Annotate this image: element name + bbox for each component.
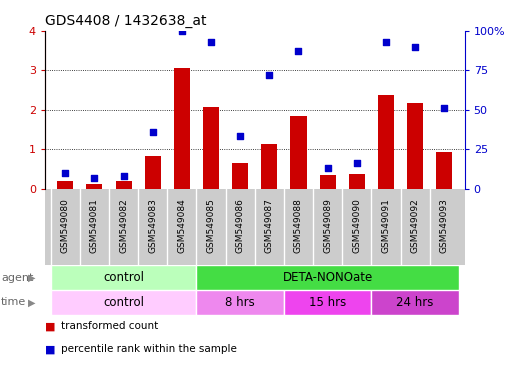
Text: ▶: ▶ bbox=[28, 273, 35, 283]
Text: control: control bbox=[103, 296, 144, 309]
Bar bbox=[51, 265, 196, 290]
Text: percentile rank within the sample: percentile rank within the sample bbox=[61, 344, 237, 354]
Bar bbox=[203, 107, 219, 189]
Point bbox=[236, 133, 244, 139]
Text: GSM549093: GSM549093 bbox=[440, 198, 449, 253]
Bar bbox=[51, 290, 196, 315]
Bar bbox=[261, 144, 277, 189]
Point bbox=[207, 39, 215, 45]
Bar bbox=[196, 265, 459, 290]
Point bbox=[440, 105, 448, 111]
Text: GSM549083: GSM549083 bbox=[148, 198, 157, 253]
Text: GSM549081: GSM549081 bbox=[90, 198, 99, 253]
Bar bbox=[284, 290, 371, 315]
Text: GSM549087: GSM549087 bbox=[265, 198, 274, 253]
Text: ■: ■ bbox=[45, 344, 55, 354]
Bar bbox=[436, 152, 452, 189]
Text: agent: agent bbox=[1, 273, 33, 283]
Text: GSM549082: GSM549082 bbox=[119, 198, 128, 253]
Text: GSM549085: GSM549085 bbox=[206, 198, 215, 253]
Text: ▶: ▶ bbox=[28, 298, 35, 308]
Text: time: time bbox=[1, 298, 26, 308]
Bar bbox=[196, 290, 284, 315]
Text: GSM549086: GSM549086 bbox=[235, 198, 244, 253]
Bar bbox=[116, 182, 131, 189]
Bar bbox=[232, 163, 248, 189]
Point bbox=[90, 174, 99, 180]
Point bbox=[177, 28, 186, 34]
Bar bbox=[290, 116, 306, 189]
Text: 8 hrs: 8 hrs bbox=[225, 296, 255, 309]
Text: 24 hrs: 24 hrs bbox=[397, 296, 434, 309]
Text: GSM549092: GSM549092 bbox=[411, 198, 420, 253]
Bar bbox=[145, 156, 161, 189]
Point bbox=[294, 48, 303, 54]
Text: 15 hrs: 15 hrs bbox=[309, 296, 346, 309]
Text: GSM549088: GSM549088 bbox=[294, 198, 303, 253]
Bar bbox=[407, 103, 423, 189]
Point bbox=[265, 72, 274, 78]
Text: control: control bbox=[103, 271, 144, 284]
Text: GSM549080: GSM549080 bbox=[61, 198, 70, 253]
Text: GSM549084: GSM549084 bbox=[177, 198, 186, 253]
Bar bbox=[87, 184, 102, 189]
Bar bbox=[174, 68, 190, 189]
Bar bbox=[349, 174, 365, 189]
Point bbox=[353, 160, 361, 166]
Point bbox=[61, 170, 70, 176]
Text: GDS4408 / 1432638_at: GDS4408 / 1432638_at bbox=[45, 14, 206, 28]
Bar bbox=[371, 290, 459, 315]
Bar bbox=[319, 175, 336, 189]
Point bbox=[411, 43, 419, 50]
Point bbox=[324, 165, 332, 171]
Text: DETA-NONOate: DETA-NONOate bbox=[282, 271, 373, 284]
Text: ■: ■ bbox=[45, 321, 55, 331]
Point bbox=[148, 129, 157, 135]
Bar bbox=[378, 94, 394, 189]
Point bbox=[119, 173, 128, 179]
Text: transformed count: transformed count bbox=[61, 321, 158, 331]
Text: GSM549089: GSM549089 bbox=[323, 198, 332, 253]
Bar bbox=[57, 182, 73, 189]
Point bbox=[382, 39, 390, 45]
Text: GSM549091: GSM549091 bbox=[381, 198, 390, 253]
Text: GSM549090: GSM549090 bbox=[352, 198, 361, 253]
